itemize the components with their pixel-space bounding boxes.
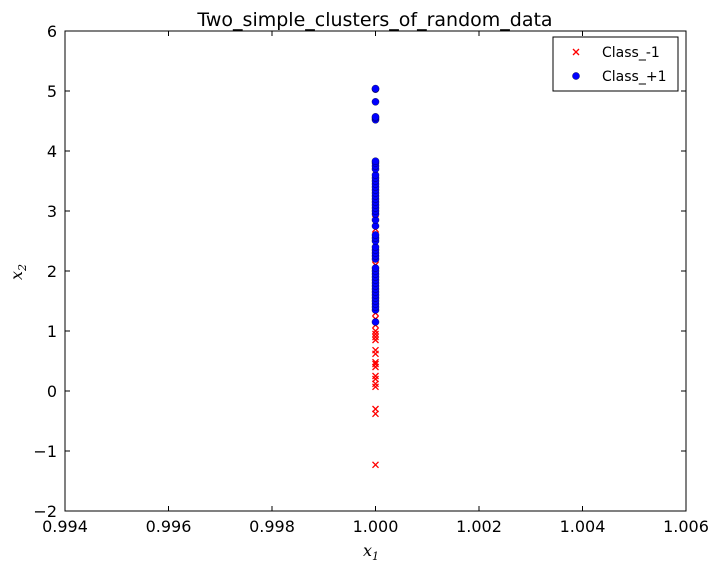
x-tick-label: 1.006 xyxy=(663,517,709,536)
point-class-neg1 xyxy=(372,358,379,366)
y-tick-label: 3 xyxy=(47,202,57,221)
x-tick-label: 1.002 xyxy=(456,517,502,536)
point-class-pos1 xyxy=(371,264,380,272)
chart-title: Two_simple_clusters_of_random_data xyxy=(196,9,552,31)
point-class-pos1 xyxy=(371,84,380,93)
y-tick-label: −2 xyxy=(33,502,57,521)
y-tick-label: 5 xyxy=(47,82,57,101)
plot-frame xyxy=(64,30,687,512)
legend: Class_-1 Class_+1 xyxy=(552,36,679,92)
point-class-neg1 xyxy=(372,383,379,391)
y-tick-label: 2 xyxy=(47,262,57,281)
point-class-pos1 xyxy=(371,318,380,326)
point-class-pos1 xyxy=(371,113,380,121)
legend-marker-class-pos1 xyxy=(572,72,580,80)
x-tick-label: 1.004 xyxy=(560,517,606,536)
legend-label-class-neg1: Class_-1 xyxy=(602,45,660,61)
y-tick-label: −1 xyxy=(33,442,57,461)
y-tick-label: 4 xyxy=(47,142,57,161)
x-tick-label: 1.000 xyxy=(353,517,399,536)
x-tick-label: 0.994 xyxy=(42,517,88,536)
y-tick-labels: −2 −1 0 1 2 3 4 5 6 xyxy=(33,22,57,521)
point-class-neg1 xyxy=(372,405,379,413)
data-points xyxy=(371,84,380,469)
x-axis-label: x1 xyxy=(363,541,379,563)
point-class-neg1 xyxy=(372,360,379,368)
legend-label-class-pos1: Class_+1 xyxy=(602,69,666,85)
y-tick-label: 6 xyxy=(47,22,57,41)
x-tick-label: 0.998 xyxy=(249,517,295,536)
x-tick-labels: 0.994 0.996 0.998 1.000 1.002 1.004 1.006 xyxy=(42,517,709,536)
y-axis-label: x2 xyxy=(7,264,29,280)
point-class-neg1 xyxy=(372,327,379,335)
point-class-neg1 xyxy=(372,375,379,383)
point-class-pos1 xyxy=(371,157,380,165)
legend-x-marker xyxy=(572,48,580,56)
point-class-pos1 xyxy=(371,231,380,239)
legend-box xyxy=(552,36,679,92)
legend-marker-class-neg1 xyxy=(572,48,580,56)
legend-o-marker xyxy=(572,72,580,80)
point-class-neg1 xyxy=(372,346,379,354)
y-tick-label: 0 xyxy=(47,382,57,401)
point-class-neg1 xyxy=(372,333,379,341)
point-class-neg1 xyxy=(372,372,379,380)
point-class-neg1 xyxy=(372,336,379,344)
point-class-pos1 xyxy=(371,98,380,106)
point-class-neg1 xyxy=(372,330,379,338)
point-class-neg1 xyxy=(372,461,379,469)
x-tick-label: 0.996 xyxy=(146,517,192,536)
y-tick-label: 1 xyxy=(47,322,57,341)
